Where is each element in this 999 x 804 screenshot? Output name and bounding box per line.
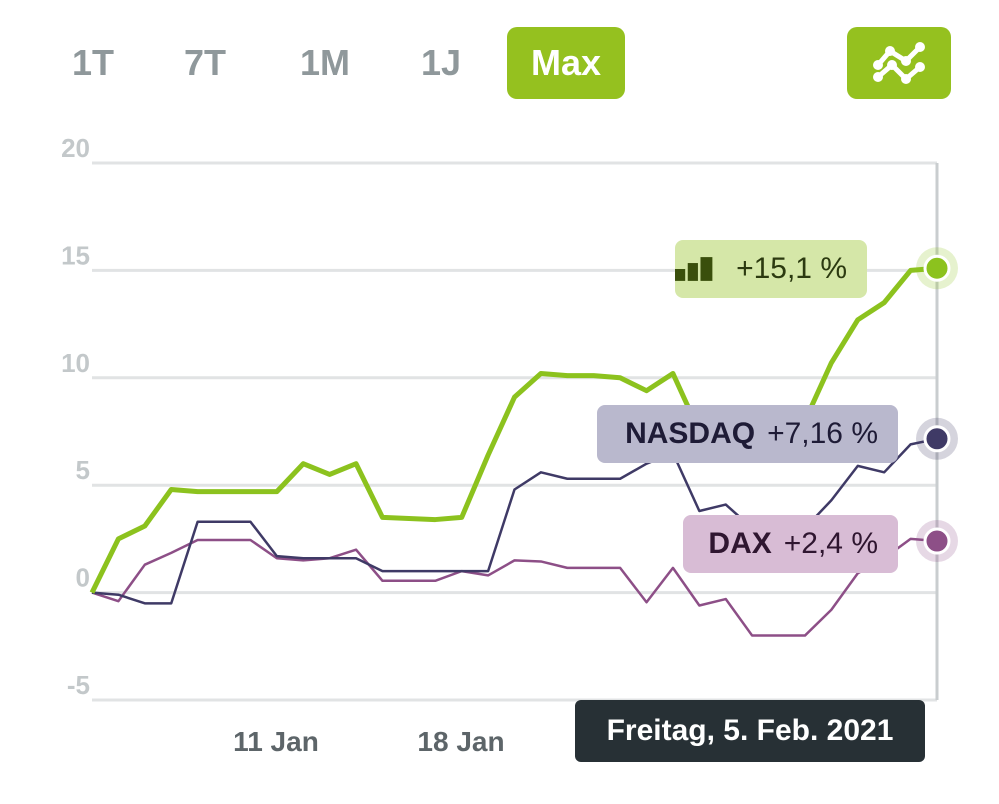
portfolio-value: +15,1 % <box>736 252 847 285</box>
dax-end-point <box>923 527 951 555</box>
nasdaq-end-point <box>923 425 951 453</box>
portfolio-callout: +15,1 % <box>675 240 867 298</box>
nasdaq-name: NASDAQ <box>625 417 756 450</box>
range-1j-button[interactable]: 1J <box>420 42 462 83</box>
x-tick-label: 18 Jan <box>417 726 505 757</box>
x-tick-label: 11 Jan <box>233 726 319 757</box>
nasdaq-callout: NASDAQ +7,16 % <box>597 405 898 463</box>
range-max-button[interactable]: Max <box>507 27 625 99</box>
y-tick-label: 10 <box>61 348 90 378</box>
dax-name: DAX <box>708 527 772 560</box>
bar-chart-icon <box>675 257 713 281</box>
range-1t-button[interactable]: 1T <box>71 42 114 83</box>
y-tick-label: 0 <box>76 563 90 593</box>
y-tick-label: 15 <box>61 240 90 270</box>
y-tick-label: 20 <box>61 133 90 163</box>
range-1m-button[interactable]: 1M <box>299 42 350 83</box>
date-tooltip: Freitag, 5. Feb. 2021 <box>575 700 925 762</box>
chart-toggle-button[interactable] <box>847 27 951 99</box>
range-7t-button[interactable]: 7T <box>183 42 226 83</box>
dax-callout: DAX +2,4 % <box>683 515 898 573</box>
dax-value: +2,4 % <box>783 527 878 560</box>
portfolio-end-point <box>923 254 951 282</box>
nasdaq-value: +7,16 % <box>767 417 878 450</box>
y-tick-label: 5 <box>76 455 90 485</box>
line-chart-icon <box>873 42 925 84</box>
y-tick-label: -5 <box>67 670 90 700</box>
dax-line <box>91 537 938 637</box>
